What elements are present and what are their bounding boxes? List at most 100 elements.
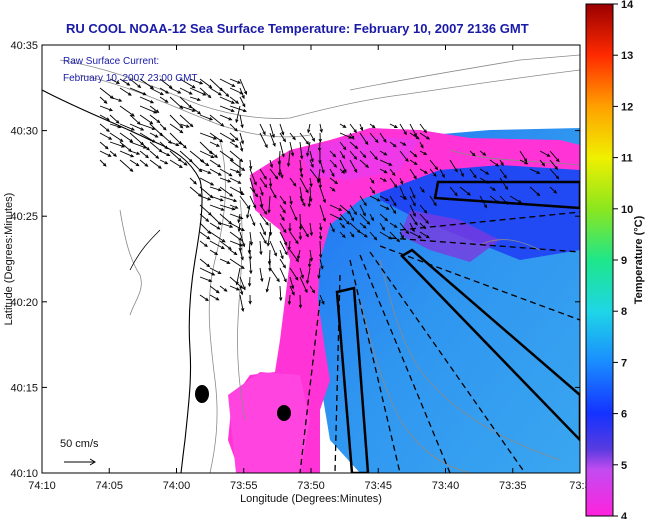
- current-vector: [409, 222, 415, 233]
- current-vector: [249, 258, 253, 275]
- current-vector: [539, 159, 546, 167]
- current-vector: [237, 213, 241, 224]
- current-vector: [279, 267, 287, 283]
- current-vector: [229, 231, 243, 241]
- current-vector: [539, 150, 551, 157]
- current-vector: [139, 96, 155, 104]
- current-vector: [298, 294, 303, 309]
- current-vector: [269, 240, 277, 257]
- current-vector: [259, 186, 264, 197]
- current-vector: [409, 159, 418, 166]
- current-vector: [339, 123, 347, 128]
- x-tick-label: 73:35: [499, 480, 527, 492]
- current-vector: [109, 150, 118, 157]
- x-tick-label: 73:55: [230, 480, 258, 492]
- y-tick-label: 40:20: [10, 297, 38, 309]
- current-vector: [209, 240, 225, 250]
- current-vector: [409, 150, 418, 158]
- current-vector: [299, 222, 309, 238]
- current-vector: [179, 87, 193, 95]
- current-vector: [419, 222, 427, 230]
- current-vector: [349, 141, 359, 150]
- current-vector: [239, 78, 248, 95]
- current-vector: [339, 222, 346, 229]
- current-vector: [509, 195, 523, 204]
- current-vector: [289, 204, 298, 221]
- current-vector: [339, 168, 346, 174]
- current-vector: [259, 195, 264, 208]
- current-vector: [149, 87, 164, 96]
- current-vector: [229, 78, 242, 84]
- current-vector: [265, 276, 271, 293]
- y-tick-label: 40:10: [10, 468, 38, 480]
- current-vector: [199, 78, 213, 89]
- station-marker-east: [277, 405, 291, 421]
- current-vector: [246, 204, 251, 219]
- current-vector: [329, 159, 338, 168]
- current-vector: [499, 177, 509, 191]
- current-vector: [379, 177, 388, 182]
- colorbar-tick-label: 6: [621, 409, 627, 421]
- current-vector: [389, 231, 401, 243]
- current-vector: [279, 249, 284, 260]
- current-vector: [299, 276, 308, 294]
- current-vector: [289, 285, 295, 296]
- current-vector: [379, 213, 389, 222]
- current-vector: [259, 231, 267, 245]
- current-vector: [439, 168, 445, 179]
- current-vector: [219, 168, 233, 177]
- colorbar-tick-label: 5: [621, 460, 627, 472]
- current-vector: [229, 150, 244, 163]
- current-vector: [409, 204, 416, 217]
- current-vector: [219, 105, 235, 113]
- current-vector: [319, 294, 325, 305]
- current-vector: [289, 267, 299, 281]
- current-vector: [209, 114, 225, 127]
- current-vector: [279, 141, 285, 158]
- current-vector: [279, 123, 285, 136]
- current-vector: [379, 159, 393, 166]
- current-vector: [459, 168, 464, 178]
- current-vector: [316, 168, 321, 184]
- x-tick-label: 74:10: [28, 480, 56, 492]
- current-vector: [409, 132, 420, 140]
- current-vector: [237, 222, 241, 233]
- current-vector: [489, 186, 497, 191]
- current-vector: [279, 168, 284, 179]
- current-vector: [99, 123, 110, 132]
- current-vector: [119, 159, 134, 172]
- current-vector: [239, 114, 244, 129]
- current-vector: [229, 213, 244, 220]
- colorbar-tick-label: 4: [621, 511, 628, 519]
- current-vector: [219, 285, 228, 292]
- current-vector: [339, 150, 345, 160]
- plot-area: [42, 45, 580, 473]
- warm-accent: [300, 135, 420, 180]
- current-vector: [239, 249, 244, 261]
- current-vector: [189, 96, 201, 102]
- current-vector: [369, 177, 375, 184]
- current-vector: [289, 249, 300, 263]
- current-vector: [369, 132, 379, 144]
- current-vector: [109, 114, 120, 124]
- current-vector: [139, 159, 149, 167]
- colorbar-tick-label: 7: [621, 357, 627, 369]
- current-vector: [259, 177, 268, 189]
- transect-box-diagonal: [400, 248, 580, 442]
- current-legend-line1: Raw Surface Current:: [63, 56, 159, 67]
- current-vector: [309, 150, 314, 163]
- current-vector: [139, 141, 151, 151]
- current-vector: [229, 177, 242, 184]
- current-vector: [169, 159, 183, 169]
- current-vector: [299, 168, 304, 178]
- current-vector: [149, 132, 159, 138]
- current-vector: [219, 114, 233, 121]
- current-vector: [306, 141, 311, 157]
- current-vector: [239, 141, 244, 153]
- current-vector: [339, 213, 350, 225]
- current-vector: [229, 258, 245, 270]
- current-vector: [269, 132, 276, 147]
- colorbar-tick-label: 12: [621, 101, 633, 113]
- current-vector: [339, 231, 346, 239]
- current-vector: [339, 132, 353, 139]
